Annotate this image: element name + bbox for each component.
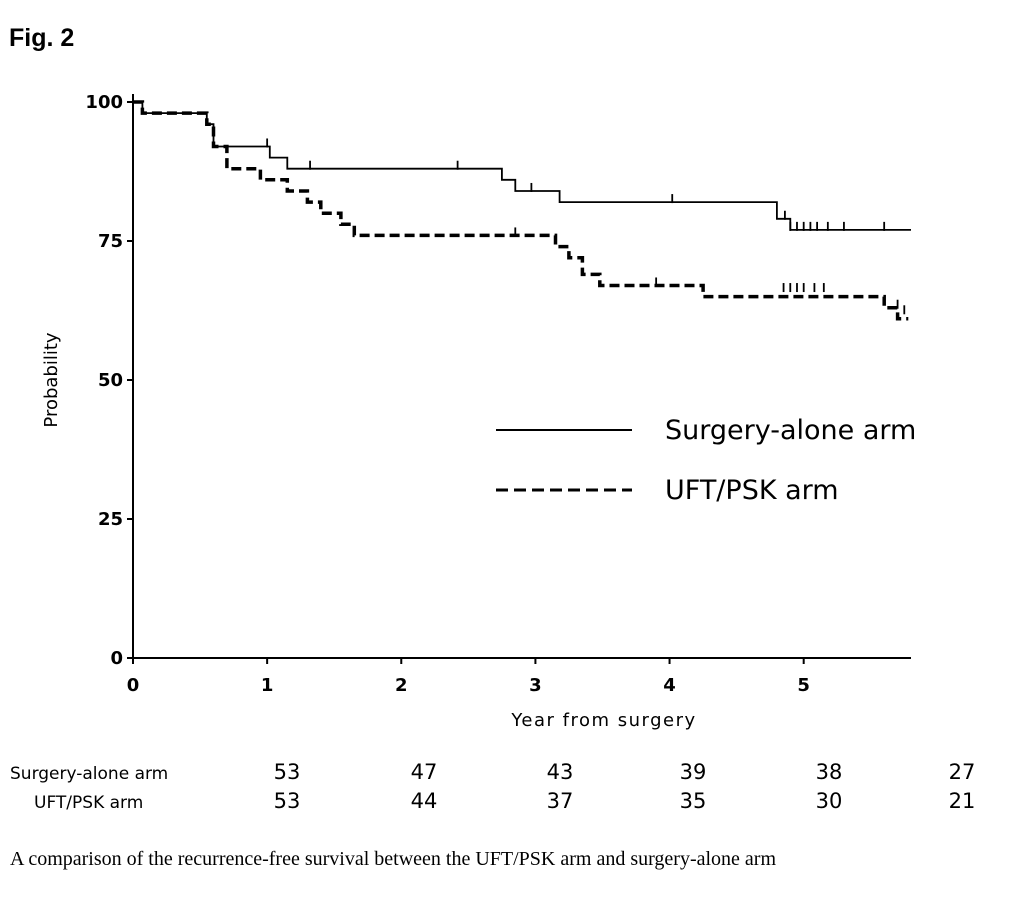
- at-risk-value: 21: [949, 789, 976, 813]
- y-tick-label: 25: [98, 509, 123, 530]
- legend-label-2: UFT/PSK arm: [665, 475, 839, 506]
- series-line-1: [133, 101, 911, 231]
- at-risk-table: Surgery-alone arm 53 47 43 39 38 27 UFT/PSK arm…: [10, 760, 975, 813]
- km-chart: 0 25 50 75 100 0 1 2 3 4 5 Surgery-alone arm UFT/PS…: [10, 92, 975, 813]
- series-line-2: [133, 100, 909, 321]
- x-tick-label: 4: [663, 675, 676, 696]
- at-risk-value: 39: [680, 760, 707, 784]
- at-risk-value: 43: [547, 760, 574, 784]
- plot-area: 0 25 50 75 100 0 1 2 3 4 5: [85, 92, 911, 696]
- at-risk-row-label: UFT/PSK arm: [34, 793, 143, 813]
- at-risk-value: 38: [816, 760, 843, 784]
- at-risk-value: 30: [816, 789, 843, 813]
- figure-caption: A comparison of the recurrence-free surv…: [10, 848, 777, 870]
- x-tick-label: 1: [261, 675, 274, 696]
- x-axis-title: Year from surgery: [510, 710, 696, 731]
- x-tick-label: 5: [797, 675, 810, 696]
- y-axis-title: Probability: [41, 332, 62, 427]
- x-tick-label: 2: [395, 675, 408, 696]
- at-risk-value: 35: [680, 789, 707, 813]
- y-tick-label: 50: [98, 370, 123, 391]
- y-tick-label: 75: [98, 231, 123, 252]
- x-tick-label: 0: [127, 675, 140, 696]
- at-risk-value: 53: [274, 760, 301, 784]
- x-tick-label: 3: [529, 675, 542, 696]
- at-risk-row-label: Surgery-alone arm: [10, 764, 168, 784]
- y-tick-label: 0: [110, 648, 123, 669]
- at-risk-value: 27: [949, 760, 976, 784]
- at-risk-value: 47: [411, 760, 438, 784]
- figure-label: Fig. 2: [9, 24, 75, 52]
- legend: Surgery-alone arm UFT/PSK arm: [496, 415, 916, 506]
- legend-label-1: Surgery-alone arm: [665, 415, 916, 446]
- at-risk-value: 44: [411, 789, 438, 813]
- at-risk-value: 53: [274, 789, 301, 813]
- y-tick-label: 100: [85, 92, 123, 113]
- at-risk-value: 37: [547, 789, 574, 813]
